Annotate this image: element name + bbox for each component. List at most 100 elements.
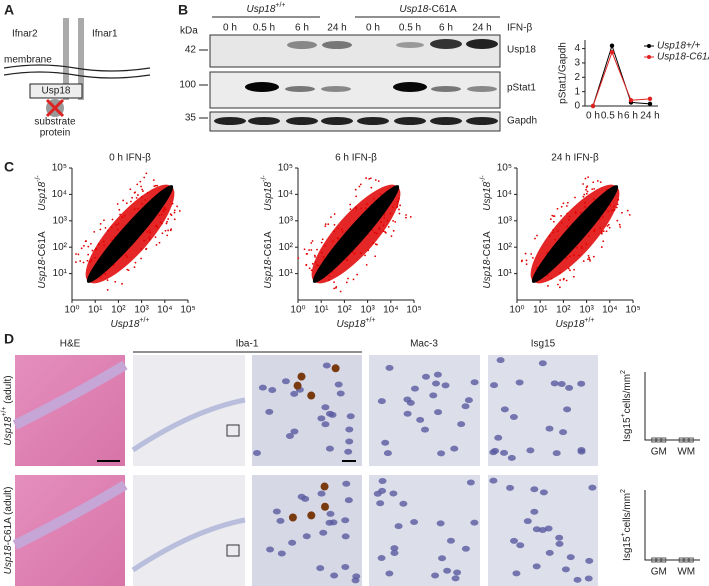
point-cloud — [140, 196, 143, 198]
point-cloud — [118, 208, 121, 211]
nucleus — [491, 447, 500, 454]
nucleus — [378, 487, 387, 494]
text-part: + — [620, 413, 627, 417]
nucleus — [451, 575, 460, 582]
cross — [45, 98, 65, 118]
nucleus — [545, 549, 554, 556]
blots — [209, 34, 501, 132]
nucleus — [376, 500, 385, 507]
usp18-box — [29, 83, 83, 99]
point-cloud — [583, 193, 586, 196]
text-part: +/+ — [139, 317, 149, 324]
point — [647, 101, 653, 107]
point-cloud — [390, 235, 393, 238]
panel-label: B — [178, 2, 188, 18]
band — [431, 86, 461, 92]
nucleus — [345, 438, 354, 445]
point-cloud — [156, 226, 159, 229]
point-cloud — [592, 255, 595, 258]
nucleus — [321, 421, 330, 428]
schematic-label: protein — [40, 128, 71, 139]
marker-label: 42 — [185, 45, 197, 56]
point-cloud — [566, 225, 569, 228]
nucleus — [276, 517, 285, 524]
point-cloud — [125, 202, 128, 205]
point-cloud — [567, 267, 570, 270]
nucleus — [399, 500, 408, 507]
nucleus — [555, 540, 564, 547]
lane-label: 0 h — [223, 23, 237, 34]
lane-label: 6 h — [439, 23, 453, 34]
band — [466, 117, 498, 125]
lane-label: 6 h — [295, 23, 309, 34]
nucleus — [573, 576, 582, 583]
point-cloud — [552, 231, 555, 234]
point-cloud — [94, 248, 97, 251]
point-cloud — [308, 249, 310, 251]
point-cloud — [158, 241, 161, 244]
schematic-label: Usp18 — [42, 86, 71, 97]
point-cloud — [367, 249, 370, 252]
point — [647, 96, 653, 102]
nucleus — [489, 477, 498, 484]
row-label: Usp18-C61A (adult) — [3, 487, 14, 575]
point-cloud — [574, 196, 576, 199]
point-cloud — [568, 255, 571, 258]
y-axis-label: Usp18-/- — [261, 175, 273, 211]
point-cloud — [365, 203, 368, 205]
receptor — [78, 18, 84, 100]
y-tick-label: 10⁴ — [278, 189, 293, 200]
point-cloud — [374, 179, 377, 181]
point-cloud — [125, 254, 127, 256]
point-cloud — [94, 256, 96, 259]
point-cloud — [134, 191, 136, 194]
x-tick-label: 10⁰ — [64, 305, 79, 316]
band — [248, 117, 280, 125]
point-cloud — [535, 266, 538, 269]
text-part: Usp18 — [246, 4, 275, 15]
x-axis-label: Usp18+/+ — [336, 317, 375, 329]
marker-label: 35 — [185, 113, 197, 124]
blot — [209, 111, 501, 132]
y-tick-label: 0 — [574, 101, 580, 112]
y-axis-label: Usp18-/- — [35, 175, 47, 211]
text-part: Usp18 — [555, 319, 584, 330]
text-part: +/+ — [275, 2, 285, 9]
nucleus — [552, 450, 561, 457]
point-cloud — [566, 205, 568, 207]
legend-label: Usp18-C61A — [657, 52, 709, 63]
lane-label: 24 h — [472, 23, 491, 34]
y-tick-label: 10⁴ — [52, 189, 67, 200]
point-cloud — [374, 243, 377, 246]
point-cloud — [572, 275, 575, 278]
schematic-label: Ifnar1 — [92, 29, 118, 40]
point-cloud — [324, 223, 327, 226]
nucleus — [539, 489, 548, 496]
x-axis-label: Usp18+/+ — [555, 317, 594, 329]
point-cloud — [333, 230, 335, 233]
point-cloud — [106, 279, 109, 282]
point-cloud — [613, 208, 616, 211]
point-cloud — [148, 229, 151, 232]
point-cloud — [333, 213, 336, 215]
point-cloud — [126, 268, 129, 271]
y-tick-label: 1 — [574, 86, 580, 97]
nucleus — [385, 570, 394, 577]
point-cloud — [324, 225, 327, 228]
point-cloud — [158, 214, 161, 217]
point-cloud — [530, 253, 533, 255]
point — [628, 98, 634, 103]
nucleus — [470, 519, 479, 526]
point-cloud — [337, 237, 340, 240]
point-cloud — [312, 185, 400, 283]
point-cloud — [373, 231, 376, 234]
point-cloud — [387, 225, 390, 228]
point-cloud — [360, 207, 363, 210]
point-cloud — [612, 205, 615, 208]
point-cloud — [131, 196, 134, 199]
x-tick-label: 0.5 h — [601, 111, 623, 122]
point-cloud — [167, 218, 170, 220]
micrograph — [133, 475, 245, 586]
x-tick-label: 10³ — [360, 305, 375, 316]
nucleus — [325, 519, 334, 526]
